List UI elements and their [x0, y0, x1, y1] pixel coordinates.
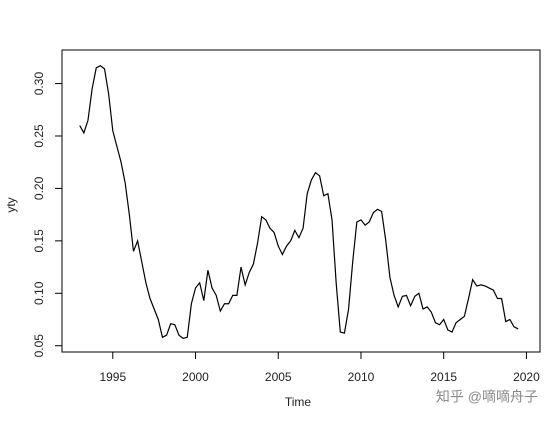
y-axis-label: yty [4, 197, 18, 212]
plot-box [61, 49, 541, 353]
x-tick-label: 2015 [430, 370, 457, 384]
x-tick-label: 1995 [99, 370, 126, 384]
x-tick-label: 2020 [513, 370, 540, 384]
watermark: 知乎 @嘀嘀舟子 [436, 389, 538, 405]
x-tick-label: 2000 [182, 370, 209, 384]
y-tick-label: 0.30 [32, 72, 46, 96]
y-tick-label: 0.05 [32, 334, 46, 358]
x-tick-label: 2005 [265, 370, 292, 384]
y-tick-label: 0.15 [32, 229, 46, 253]
line-series [79, 65, 519, 340]
y-tick-label: 0.20 [32, 176, 46, 200]
x-axis-label: Time [285, 395, 312, 409]
x-tick-label: 2010 [348, 370, 375, 384]
y-tick-label: 0.10 [32, 281, 46, 305]
y-tick-label: 0.25 [32, 124, 46, 148]
